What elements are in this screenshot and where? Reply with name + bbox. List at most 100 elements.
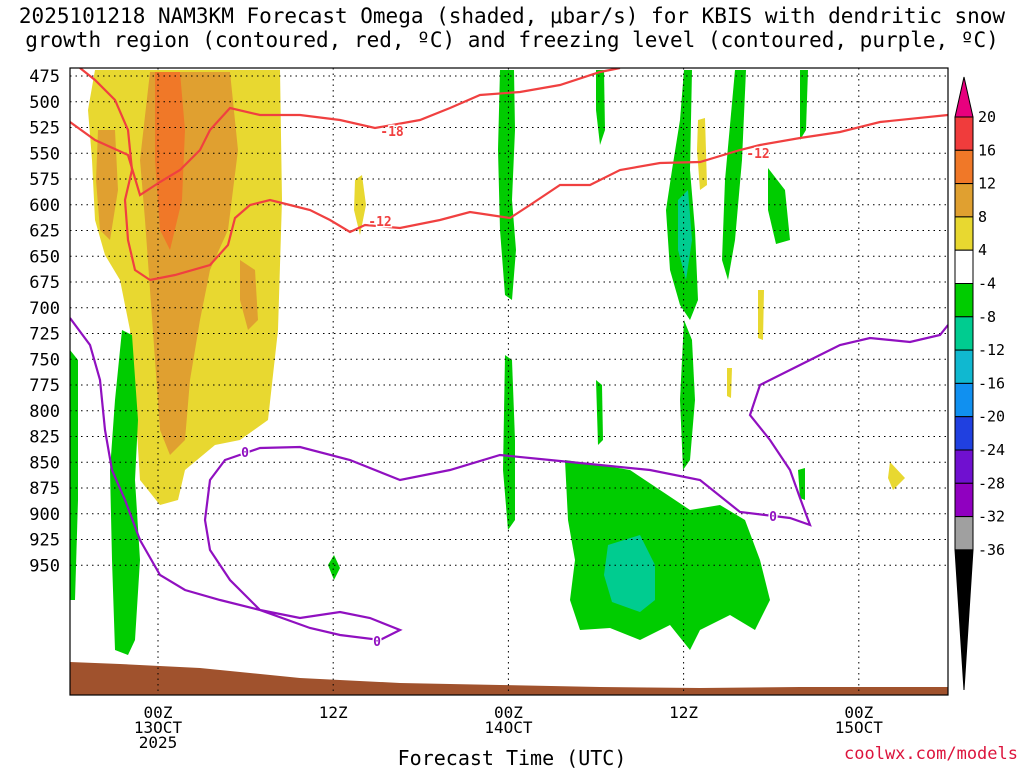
y-tick-label: 925 [29, 531, 60, 551]
x-tick-label: 12Z [319, 703, 348, 722]
colorbar-label: 4 [978, 241, 987, 259]
omega-positive-yellow-region [697, 118, 707, 190]
colorbar-label: -24 [978, 441, 1005, 459]
omega-positive-yellow-region [354, 175, 366, 235]
omega-negative-green-region [800, 70, 808, 140]
omega-shading [70, 70, 905, 655]
x-tick-label: 13OCT [134, 718, 183, 737]
dendritic-contour-line [70, 68, 621, 197]
x-tick-label: 15OCT [835, 718, 884, 737]
y-tick-label: 875 [29, 479, 60, 499]
colorbar-label: -32 [978, 508, 1005, 526]
omega-negative-green-region [498, 70, 516, 300]
contour-labels: -18 -12 -12 0 0 0 [240, 124, 779, 652]
y-tick-label: 750 [29, 350, 60, 370]
plot-frame [69, 67, 949, 696]
omega-negative-teal-region [678, 190, 692, 280]
x-tick-label: 00Z [494, 703, 523, 722]
y-tick-label: 650 [29, 247, 60, 267]
colorbar-label: -4 [978, 275, 996, 293]
chart-title-line1: 2025101218 NAM3KM Forecast Omega (shaded… [18, 4, 1006, 28]
y-axis-labels: 475 500 525 550 575 600 625 650 675 700 725 750 775 8… [29, 67, 60, 576]
chart-title-line2: growth region (contoured, red, ºC) and f… [25, 28, 999, 52]
contour-label: -12 [746, 147, 769, 162]
chart-title: 2025101218 NAM3KM Forecast Omega (shaded… [0, 4, 1024, 52]
freezing-contour-line [70, 317, 948, 642]
omega-positive-dark-orange-region [165, 300, 180, 400]
colorbar-label: -28 [978, 474, 1005, 492]
contour-lines [70, 68, 948, 642]
y-tick-label: 950 [29, 556, 60, 576]
omega-negative-green-region [596, 380, 603, 445]
colorbar-segment [954, 449, 974, 484]
y-tick-label: 725 [29, 325, 60, 345]
contour-label: 0 [241, 446, 249, 461]
contour-label: -18 [380, 125, 404, 140]
colorbar-segment [954, 349, 974, 384]
colorbar-label: 8 [978, 208, 987, 226]
contour-label: 0 [769, 510, 777, 525]
omega-negative-green-region [722, 70, 746, 280]
y-tick-label: 700 [29, 299, 60, 319]
omega-positive-yellow-region [758, 290, 764, 340]
contour-label: 0 [373, 635, 381, 650]
y-tick-label: 500 [29, 93, 60, 113]
y-tick-label: 850 [29, 453, 60, 473]
colorbar-label: -20 [978, 408, 1005, 426]
omega-negative-green-region [70, 350, 78, 600]
colorbar-bottom-arrow [954, 549, 974, 691]
colorbar-segment [954, 149, 974, 185]
y-tick-label: 575 [29, 170, 60, 190]
omega-negative-green-region [328, 555, 340, 580]
x-tick-label: 2025 [139, 733, 178, 752]
colorbar-segment [954, 249, 974, 284]
x-tick-label: 00Z [144, 703, 173, 722]
omega-positive-yellow-region [727, 368, 732, 398]
y-tick-label: 775 [29, 376, 60, 396]
terrain [70, 662, 948, 695]
colorbar-label: -8 [978, 308, 996, 326]
colorbar-label: -16 [978, 374, 1005, 392]
colorbar-label: 12 [978, 175, 996, 193]
colorbar-label: -12 [978, 341, 1005, 359]
omega-negative-green-region [565, 460, 770, 650]
omega-negative-teal-region [604, 535, 655, 612]
colorbar-segment [954, 516, 974, 551]
colorbar-segment [954, 283, 974, 318]
colorbar-label: -36 [978, 541, 1005, 559]
omega-positive-orange-region [96, 130, 118, 240]
omega-positive-dark-orange-region [155, 72, 185, 250]
y-tick-label: 600 [29, 196, 60, 216]
credit-link[interactable]: coolwx.com/models [844, 744, 1018, 764]
omega-negative-green-region [596, 70, 605, 145]
y-tick-label: 900 [29, 505, 60, 525]
y-tick-label: 550 [29, 144, 60, 164]
colorbar-segment [954, 482, 974, 518]
colorbar-segment [954, 183, 974, 218]
omega-negative-green-region [768, 168, 790, 244]
y-tick-label: 475 [29, 67, 60, 87]
colorbar-segment [954, 216, 974, 251]
omega-positive-yellow-region [888, 462, 905, 490]
colorbar: 20 16 12 8 4 -4 -8 -12 -16 -20 -24 -28 -32 -36 [954, 76, 1005, 691]
colorbar-top-arrow [954, 76, 974, 118]
colorbar-segment [954, 116, 974, 151]
omega-negative-green-region [503, 355, 515, 530]
colorbar-segment [954, 316, 974, 351]
omega-negative-green-region [680, 320, 695, 470]
x-tick-label: 12Z [669, 703, 698, 722]
y-tick-label: 800 [29, 402, 60, 422]
dendritic-contour-line [79, 68, 948, 282]
omega-negative-green-region [110, 330, 140, 655]
y-tick-label: 525 [29, 119, 60, 139]
colorbar-segment [954, 382, 974, 418]
y-tick-label: 825 [29, 428, 60, 448]
omega-negative-green-region [798, 468, 805, 500]
gridlines [70, 68, 948, 695]
x-tick-label: 00Z [844, 703, 873, 722]
colorbar-segment [954, 416, 974, 451]
y-tick-label: 625 [29, 222, 60, 242]
contour-label: -12 [368, 215, 391, 230]
